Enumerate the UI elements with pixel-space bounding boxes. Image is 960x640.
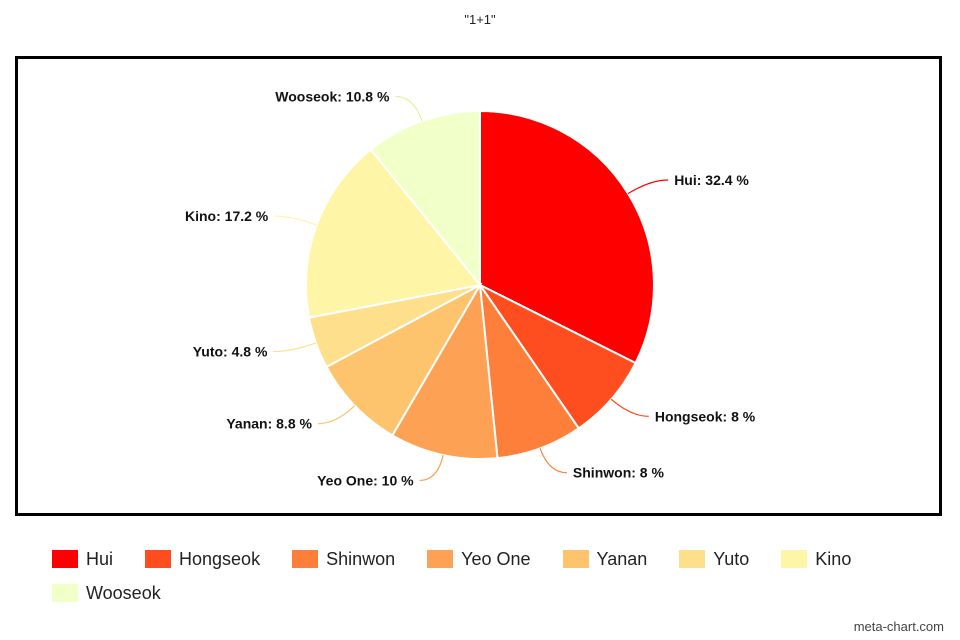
legend-label: Shinwon [326, 548, 396, 569]
connector-line [273, 342, 317, 353]
connector-line [539, 448, 567, 474]
legend-swatch [145, 550, 172, 568]
legend-swatch [781, 550, 808, 568]
legend-swatch [52, 550, 78, 568]
legend-swatch [52, 584, 78, 602]
pie-slice-yanan[interactable] [325, 282, 483, 437]
connector-line [317, 405, 356, 425]
slice-label: Yanan: 8.8 % [226, 416, 312, 432]
legend-item[interactable]: Yeo One [427, 546, 531, 572]
legend-label: Wooseok [86, 582, 161, 603]
slice-label: Yuto: 4.8 % [193, 344, 268, 360]
legend-swatch [562, 550, 589, 568]
pie-slice-hui[interactable] [479, 109, 655, 365]
slice-label: Hongseok: 8 % [655, 408, 756, 424]
connector-line [610, 398, 649, 417]
legend-swatch [292, 550, 319, 568]
connector-line [395, 95, 423, 122]
pie-slice-wooseok[interactable] [369, 109, 481, 288]
slice-label: Hui: 32.4 % [674, 172, 749, 188]
slice-label: Kino: 17.2 % [185, 208, 269, 224]
legend-item[interactable]: Hongseok [145, 546, 260, 572]
legend-label: Hui [86, 548, 114, 569]
legend-item[interactable]: Wooseok [52, 580, 161, 606]
connector-line [274, 215, 317, 226]
legend: Hui Hongseok Shinwon Yeo One Yanan Yuto Kino Wo… [52, 546, 932, 606]
chart-title: "1+1" [464, 12, 496, 27]
legend-item[interactable]: Kino [781, 546, 851, 572]
legend-label: Yeo One [461, 548, 531, 569]
legend-label: Yuto [713, 548, 750, 569]
pie-slice-yeo-one[interactable] [391, 281, 499, 460]
legend-swatch [679, 550, 706, 568]
legend-item[interactable]: Hui [52, 546, 113, 572]
legend-label: Yanan [596, 548, 648, 569]
legend-item[interactable]: Yanan [562, 546, 648, 572]
legend-item[interactable]: Yuto [679, 546, 749, 572]
connector-line [419, 454, 444, 482]
legend-item[interactable]: Shinwon [292, 546, 395, 572]
slice-label: Yeo One: 10 % [317, 472, 414, 488]
plot-area: Hui: 32.4 % Hongseok: 8 % Shinwon: 8 % Yeo … [15, 56, 942, 516]
slice-label: Shinwon: 8 % [573, 465, 665, 481]
legend-swatch [427, 550, 454, 568]
legend-label: Kino [815, 548, 852, 569]
watermark: meta-chart.com [853, 619, 944, 634]
pie-chart: Hui: 32.4 % Hongseok: 8 % Shinwon: 8 % Yeo … [185, 88, 756, 488]
connector-line [627, 179, 669, 195]
pie-slice-kino[interactable] [305, 148, 482, 319]
slice-label: Wooseok: 10.8 % [275, 88, 390, 104]
legend-label: Hongseok [179, 548, 261, 569]
